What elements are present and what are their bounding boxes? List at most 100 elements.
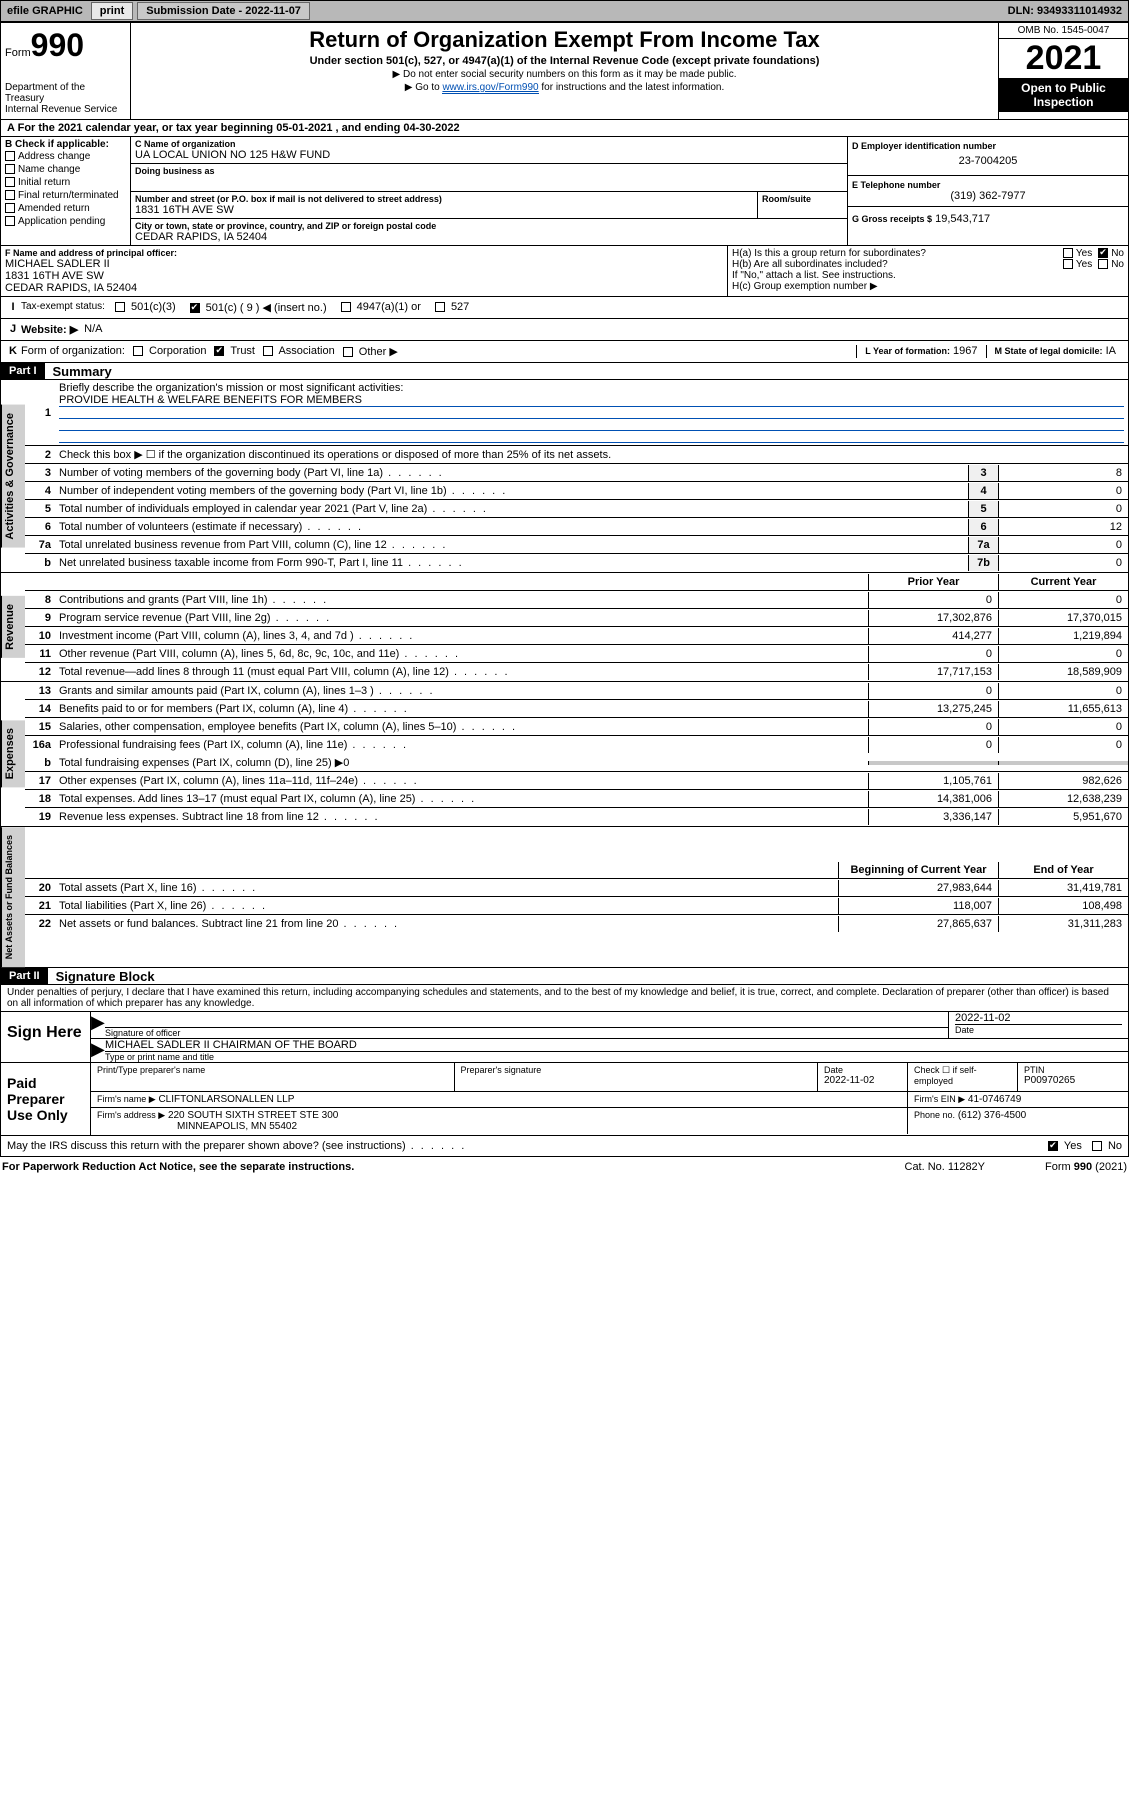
table-row: 19Revenue less expenses. Subtract line 1… (25, 808, 1128, 826)
form-org-label: Form of organization: (21, 345, 125, 358)
form-id-cell: Form990 Department of the Treasury Inter… (1, 23, 131, 119)
note2-post: for instructions and the latest informat… (539, 82, 725, 93)
prep-name-label: Print/Type preparer's name (97, 1065, 448, 1075)
paid-preparer-block: Paid Preparer Use Only Print/Type prepar… (0, 1063, 1129, 1136)
discuss-yes[interactable]: Yes (1048, 1140, 1082, 1152)
discuss-row: May the IRS discuss this return with the… (0, 1136, 1129, 1157)
street-label: Number and street (or P.O. box if mail i… (135, 194, 753, 204)
part2-badge: Part II (1, 968, 48, 984)
table-row: 12Total revenue—add lines 8 through 11 (… (25, 663, 1128, 681)
mission-value: PROVIDE HEALTH & WELFARE BENEFITS FOR ME… (59, 394, 1124, 407)
prep-sig-label: Preparer's signature (461, 1065, 812, 1075)
firm-addr2: MINNEAPOLIS, MN 55402 (97, 1121, 901, 1132)
room-label: Room/suite (762, 194, 843, 204)
section-b: B Check if applicable: Address change Na… (1, 137, 131, 245)
section-m: M State of legal domicile: IA (986, 345, 1125, 358)
note-1: ▶ Do not enter social security numbers o… (139, 69, 990, 80)
prep-date-value: 2022-11-02 (824, 1075, 901, 1086)
note-2: ▶ Go to www.irs.gov/Form990 for instruct… (139, 82, 990, 93)
self-employed-check[interactable]: Check ☐ if self-employed (908, 1063, 1018, 1091)
name-change-check[interactable]: Name change (5, 163, 126, 176)
pending-check[interactable]: Application pending (5, 215, 126, 228)
table-row: 7aTotal unrelated business revenue from … (25, 536, 1128, 554)
declaration-text: Under penalties of perjury, I declare th… (0, 985, 1129, 1012)
year-cell: OMB No. 1545-0047 2021 Open to Public In… (998, 23, 1128, 119)
print-button[interactable]: print (91, 2, 133, 20)
omb-number: OMB No. 1545-0047 (999, 23, 1128, 39)
tab-governance: Activities & Governance (1, 405, 25, 548)
line-16b-desc: Total fundraising expenses (Part IX, col… (55, 754, 868, 771)
gross-receipts-value: 19,543,717 (935, 213, 990, 225)
opt-corp[interactable]: Corporation (133, 345, 207, 358)
officer-name-value: MICHAEL SADLER II CHAIRMAN OF THE BOARD (105, 1039, 1128, 1052)
opt-4947[interactable]: 4947(a)(1) or (341, 301, 421, 314)
part2-title: Signature Block (48, 969, 155, 984)
paperwork-notice: For Paperwork Reduction Act Notice, see … (2, 1161, 905, 1173)
officer-addr1: 1831 16TH AVE SW (5, 270, 723, 282)
table-row: 3Number of voting members of the governi… (25, 464, 1128, 482)
table-row: 8Contributions and grants (Part VIII, li… (25, 591, 1128, 609)
ptin-value: P00970265 (1024, 1075, 1122, 1086)
cat-number: Cat. No. 11282Y (905, 1161, 986, 1173)
tab-revenue: Revenue (1, 596, 25, 658)
form-title: Return of Organization Exempt From Incom… (139, 27, 990, 53)
addr-change-check[interactable]: Address change (5, 150, 126, 163)
table-row: 5Total number of individuals employed in… (25, 500, 1128, 518)
ha-no[interactable]: No (1098, 248, 1124, 259)
amended-check[interactable]: Amended return (5, 202, 126, 215)
open-public-badge: Open to Public Inspection (999, 78, 1128, 112)
eoy-hdr: End of Year (998, 862, 1128, 878)
ptin-label: PTIN (1024, 1065, 1122, 1075)
form990-link[interactable]: www.irs.gov/Form990 (442, 82, 538, 94)
initial-return-check[interactable]: Initial return (5, 176, 126, 189)
firm-phone-label: Phone no. (914, 1110, 955, 1120)
opt-501c3[interactable]: 501(c)(3) (115, 301, 176, 314)
form-header: Form990 Department of the Treasury Inter… (0, 22, 1129, 120)
org-name-label: C Name of organization (135, 139, 843, 149)
section-i: I Tax-exempt status: 501(c)(3) 501(c) ( … (0, 297, 1129, 319)
opt-assoc[interactable]: Association (263, 345, 335, 358)
opt-other[interactable]: Other ▶ (343, 345, 398, 358)
revenue-block: Revenue Prior Year Current Year 8Contrib… (0, 573, 1129, 682)
form-ref: Form 990 (2021) (1045, 1161, 1127, 1173)
table-row: 17Other expenses (Part IX, column (A), l… (25, 772, 1128, 790)
governance-block: Activities & Governance 1 Briefly descri… (0, 380, 1129, 573)
table-row: 16aProfessional fundraising fees (Part I… (25, 736, 1128, 754)
dba-label: Doing business as (135, 166, 843, 176)
opt-trust[interactable]: Trust (214, 345, 255, 358)
current-year-hdr: Current Year (998, 574, 1128, 590)
hb-note: If "No," attach a list. See instructions… (732, 270, 1124, 281)
dln-label: DLN: 93493311014932 (1002, 5, 1128, 17)
section-klm: K Form of organization: Corporation Trus… (0, 341, 1129, 363)
arrow-icon: ▶ (91, 1012, 105, 1038)
opt-501c[interactable]: 501(c) ( 9 ) ◀ (insert no.) (190, 301, 327, 314)
firm-addr1: 220 SOUTH SIXTH STREET STE 300 (168, 1110, 338, 1121)
sign-here-block: Sign Here ▶ Signature of officer 2022-11… (0, 1012, 1129, 1063)
page-footer: For Paperwork Reduction Act Notice, see … (0, 1157, 1129, 1177)
discuss-no[interactable]: No (1092, 1140, 1122, 1152)
table-row: 18Total expenses. Add lines 13–17 (must … (25, 790, 1128, 808)
ein-value: 23-7004205 (852, 151, 1124, 171)
website-label: Website: ▶ (21, 323, 78, 336)
table-row: 14Benefits paid to or for members (Part … (25, 700, 1128, 718)
table-row: 10Investment income (Part VIII, column (… (25, 627, 1128, 645)
table-row: 20Total assets (Part X, line 16) 27,983,… (25, 879, 1128, 897)
table-row: 9Program service revenue (Part VIII, lin… (25, 609, 1128, 627)
opt-527[interactable]: 527 (435, 301, 469, 314)
submission-date-label: Submission Date - 2022-11-07 (137, 2, 310, 20)
hb-yes[interactable]: Yes (1063, 259, 1092, 270)
subtitle: Under section 501(c), 527, or 4947(a)(1)… (139, 55, 990, 67)
paid-preparer-label: Paid Preparer Use Only (1, 1063, 91, 1135)
form-number: 990 (31, 27, 84, 63)
part1-title: Summary (45, 364, 112, 379)
ein-label: D Employer identification number (852, 141, 1124, 151)
tax-exempt-label: Tax-exempt status: (21, 301, 115, 314)
irs-label: Internal Revenue Service (5, 104, 126, 115)
tax-period-row: A For the 2021 calendar year, or tax yea… (0, 120, 1129, 137)
line-16b-num: b (25, 755, 55, 771)
table-row: 6Total number of volunteers (estimate if… (25, 518, 1128, 536)
section-f: F Name and address of principal officer:… (1, 246, 728, 296)
hb-no[interactable]: No (1098, 259, 1124, 270)
final-return-check[interactable]: Final return/terminated (5, 189, 126, 202)
ha-yes[interactable]: Yes (1063, 248, 1092, 259)
